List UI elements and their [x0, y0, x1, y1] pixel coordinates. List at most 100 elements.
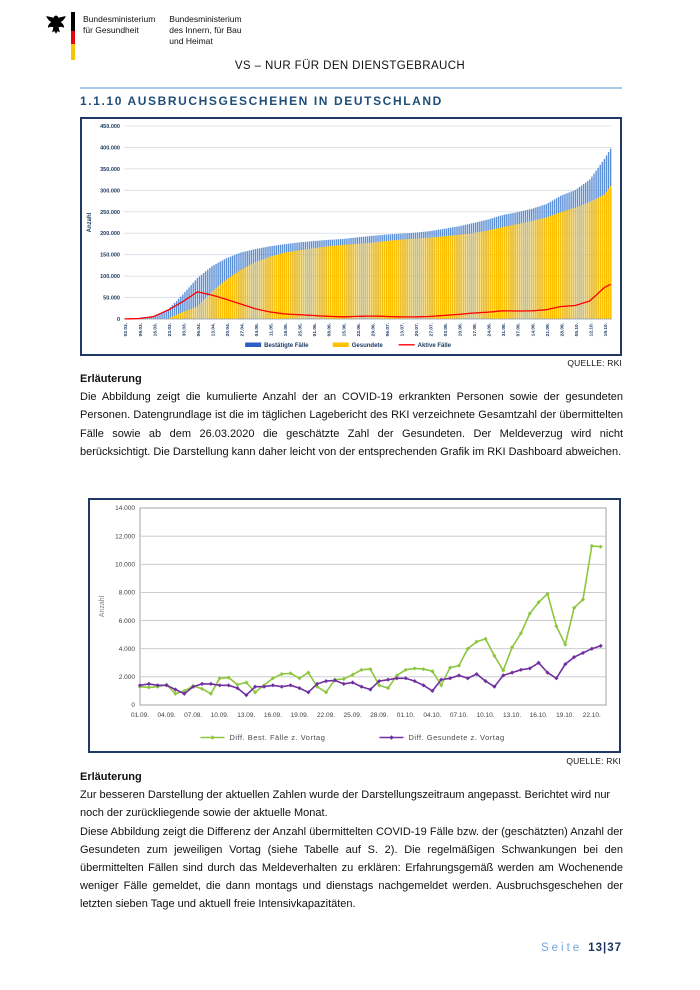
svg-text:21.09.: 21.09. — [545, 323, 551, 336]
svg-text:13.10.: 13.10. — [503, 712, 521, 719]
svg-text:01.06.: 01.06. — [312, 323, 318, 336]
svg-text:Anzahl: Anzahl — [99, 595, 106, 617]
svg-text:01.10.: 01.10. — [397, 712, 415, 719]
svg-text:16.10.: 16.10. — [530, 712, 548, 719]
svg-text:16.09.: 16.09. — [264, 712, 282, 719]
federal-eagle-icon — [46, 15, 66, 34]
svg-text:06.04.: 06.04. — [196, 323, 202, 336]
svg-text:12.10.: 12.10. — [588, 323, 594, 336]
svg-text:10.000: 10.000 — [115, 561, 135, 568]
svg-text:25.05.: 25.05. — [298, 323, 304, 336]
svg-text:Bestätigte Fälle: Bestätigte Fälle — [264, 343, 309, 349]
svg-text:12.000: 12.000 — [115, 533, 135, 540]
svg-text:01.09.: 01.09. — [131, 712, 149, 719]
explanation-2-title: Erläuterung — [80, 771, 142, 783]
svg-text:19.10.: 19.10. — [556, 712, 574, 719]
svg-text:4.000: 4.000 — [119, 646, 136, 653]
explanation-2-para1: Zur besseren Darstellung der aktuellen Z… — [80, 789, 611, 820]
svg-text:150.000: 150.000 — [100, 253, 120, 259]
explanation-1-text: Die Abbildung zeigt die kumulierte Anzah… — [80, 391, 623, 458]
svg-text:6.000: 6.000 — [119, 618, 136, 625]
svg-text:0: 0 — [117, 317, 120, 323]
svg-text:10.08.: 10.08. — [458, 323, 464, 336]
svg-text:13.04.: 13.04. — [211, 323, 217, 336]
svg-text:100.000: 100.000 — [100, 274, 120, 280]
header-divider — [80, 87, 622, 89]
figure1-source: QUELLE: RKI — [567, 358, 622, 368]
section-heading: 1.1.10 AUSBRUCHSGESCHEHEN IN DEUTSCHLAND — [80, 94, 443, 108]
figure2-source: QUELLE: RKI — [566, 756, 621, 766]
svg-text:03.08.: 03.08. — [443, 323, 449, 336]
ministry-interior-logo-text: Bundesministerium des Innern, für Bau un… — [169, 14, 241, 47]
svg-text:07.10.: 07.10. — [450, 712, 468, 719]
svg-text:13.09.: 13.09. — [237, 712, 255, 719]
svg-text:07.09.: 07.09. — [516, 323, 522, 336]
svg-text:22.06.: 22.06. — [356, 323, 362, 336]
svg-text:50.000: 50.000 — [103, 296, 120, 302]
ministry-interior-line2: des Innern, für Bau — [169, 25, 242, 36]
svg-text:29.06.: 29.06. — [370, 323, 376, 336]
svg-text:04.09.: 04.09. — [158, 712, 176, 719]
svg-text:08.06.: 08.06. — [327, 323, 333, 336]
svg-text:28.09.: 28.09. — [559, 323, 565, 336]
svg-text:19.10.: 19.10. — [603, 323, 609, 336]
svg-text:Gesundete: Gesundete — [352, 343, 384, 349]
svg-text:27.04.: 27.04. — [240, 323, 246, 336]
svg-text:17.08.: 17.08. — [472, 323, 478, 336]
svg-text:23.03.: 23.03. — [167, 323, 173, 336]
explanation-2: Erläuterung Zur besseren Darstellung der… — [80, 768, 623, 914]
svg-text:10.09.: 10.09. — [211, 712, 229, 719]
header-brand: Bundesministerium für Gesundheit Bundesm… — [45, 12, 242, 60]
svg-text:Diff. Gesundete z. Vortag: Diff. Gesundete z. Vortag — [409, 733, 505, 742]
daily-difference-chart: 0 2.000 4.000 6.000 8.000 10.000 12.000 14.000 A… — [88, 498, 621, 753]
ministry-interior-line1: Bundesministerium — [169, 14, 242, 24]
svg-text:8.000: 8.000 — [119, 590, 136, 597]
ministry-health-logo-text: Bundesministerium für Gesundheit — [83, 14, 155, 36]
ministry-health-line2: für Gesundheit — [83, 25, 139, 36]
page-number: 13|37 — [588, 942, 622, 954]
svg-text:02.03.: 02.03. — [123, 323, 129, 336]
black-red-gold-stripe — [71, 12, 75, 60]
explanation-1-title: Erläuterung — [80, 373, 142, 385]
svg-text:30.03.: 30.03. — [181, 323, 187, 336]
ministry-health-line1: Bundesministerium — [83, 14, 156, 24]
explanation-2-para2: Diese Abbildung zeigt die Differenz der … — [80, 825, 623, 911]
svg-text:27.07.: 27.07. — [429, 323, 435, 336]
svg-text:15.06.: 15.06. — [341, 323, 347, 336]
svg-text:0: 0 — [131, 702, 135, 709]
svg-text:450.000: 450.000 — [100, 124, 120, 130]
svg-text:07.09.: 07.09. — [184, 712, 202, 719]
cumulative-cases-chart-svg: 0 50.000 100.000 150.000 200.000 250.000 300.0… — [87, 124, 612, 349]
svg-text:2.000: 2.000 — [119, 674, 136, 681]
svg-text:250.000: 250.000 — [100, 210, 120, 216]
cumulative-cases-chart: 0 50.000 100.000 150.000 200.000 250.000 300.0… — [80, 117, 622, 356]
svg-text:09.03.: 09.03. — [138, 323, 144, 336]
svg-text:13.07.: 13.07. — [399, 323, 405, 336]
svg-text:Aktive Fälle: Aktive Fälle — [418, 343, 452, 349]
ministry-interior-line3: und Heimat — [169, 36, 213, 47]
svg-text:Diff. Best. Fälle z. Vortag: Diff. Best. Fälle z. Vortag — [230, 733, 326, 742]
svg-text:22.10.: 22.10. — [583, 712, 601, 719]
svg-text:20.07.: 20.07. — [414, 323, 420, 336]
svg-text:28.09.: 28.09. — [370, 712, 388, 719]
svg-text:200.000: 200.000 — [100, 231, 120, 237]
page-footer-label: Seite — [540, 942, 583, 954]
svg-text:05.10.: 05.10. — [574, 323, 580, 336]
svg-text:14.000: 14.000 — [115, 505, 135, 512]
svg-text:24.08.: 24.08. — [487, 323, 493, 336]
svg-text:14.09.: 14.09. — [530, 323, 536, 336]
svg-text:04.05.: 04.05. — [254, 323, 260, 336]
explanation-1: Erläuterung Die Abbildung zeigt die kumu… — [80, 370, 623, 461]
svg-text:300.000: 300.000 — [100, 188, 120, 194]
svg-text:19.09.: 19.09. — [290, 712, 308, 719]
svg-text:10.10.: 10.10. — [476, 712, 494, 719]
svg-text:400.000: 400.000 — [100, 145, 120, 151]
svg-text:11.05.: 11.05. — [269, 323, 275, 336]
svg-text:04.10.: 04.10. — [423, 712, 441, 719]
svg-text:31.08.: 31.08. — [501, 323, 507, 336]
svg-text:20.04.: 20.04. — [225, 323, 231, 336]
classification-banner: VS – NUR FÜR DEN DIENSTGEBRAUCH — [234, 60, 466, 72]
page-footer: Seite 13|37 — [80, 942, 622, 954]
svg-text:25.09.: 25.09. — [344, 712, 362, 719]
